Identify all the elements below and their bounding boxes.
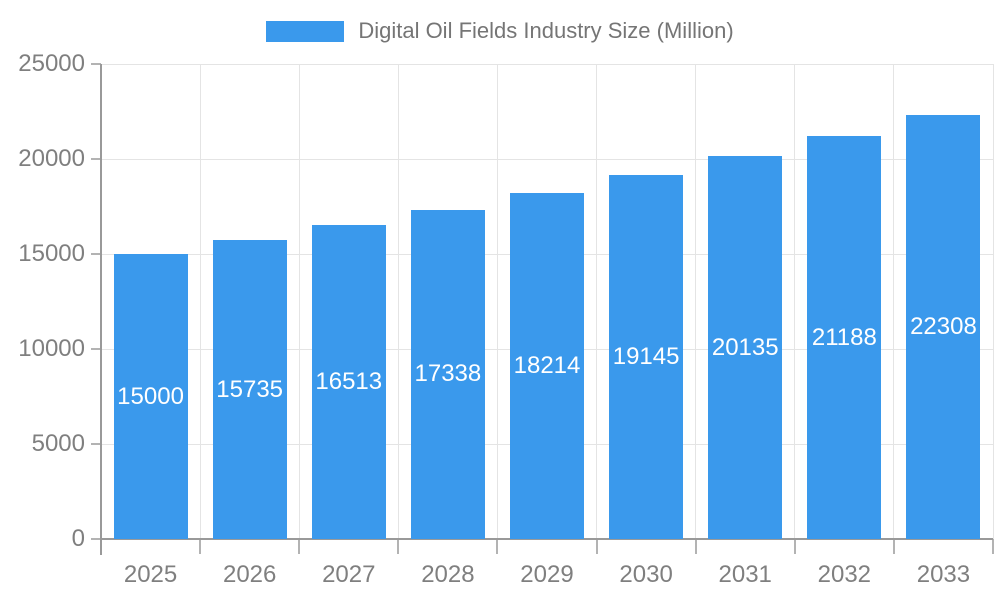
bar [410,209,485,539]
y-tick [91,538,101,540]
x-tick [397,539,400,554]
y-tick-label: 5000 [31,430,85,457]
bar-value-label: 16513 [315,368,383,396]
y-tick-label: 15000 [18,240,85,267]
bar-value-label: 19145 [612,343,680,371]
bar [311,225,386,539]
category-gridline [893,64,895,539]
category-gridline [397,64,399,539]
y-tick [91,158,101,160]
category-gridline [992,64,994,539]
bar [212,240,287,539]
x-tick [694,539,697,554]
legend[interactable]: Digital Oil Fields Industry Size (Millio… [0,18,1000,44]
bar-value-label: 17338 [414,360,482,388]
bar-value-label: 15735 [216,375,284,403]
x-tick-label: 2031 [718,561,772,588]
bar-value-label: 21188 [811,323,877,351]
x-tick [199,539,202,554]
x-tick-label: 2033 [916,561,971,588]
bar [609,175,684,539]
x-tick [496,539,499,554]
x-tick [892,539,895,554]
bar [807,136,882,539]
y-tick-label: 0 [71,525,85,552]
x-tick-label: 2032 [817,561,872,588]
x-tick-label: 2025 [123,561,178,588]
bar-value-label: 20135 [711,333,779,361]
bar-value-label: 15000 [117,382,184,410]
bar [113,254,188,539]
y-axis-line [100,64,102,555]
x-tick [595,539,598,554]
bar-value-label: 18214 [513,351,581,379]
bar [510,192,584,539]
x-tick [298,539,301,554]
category-gridline [794,64,796,539]
bar [906,115,981,539]
y-tick [91,348,101,350]
legend-swatch[interactable] [266,20,345,42]
x-tick-label: 2029 [520,561,574,588]
y-tick [91,63,101,65]
bar [708,156,783,539]
category-gridline [298,64,300,539]
x-tick-label: 2028 [421,561,475,588]
x-tick-label: 2027 [322,561,376,588]
category-gridline [596,64,598,539]
bar-value-label: 22308 [910,313,977,341]
category-gridline [496,64,498,539]
category-gridline [695,64,697,539]
y-tick-label: 20000 [18,145,85,172]
x-tick-label: 2026 [222,561,277,588]
y-tick-label: 25000 [18,50,85,77]
y-gridline [101,158,993,160]
y-tick [91,253,101,255]
x-axis-line [100,538,993,540]
y-tick-label: 10000 [18,335,85,362]
category-gridline [199,64,201,539]
legend-label: Digital Oil Fields Industry Size (Millio… [358,18,734,43]
y-gridline [101,63,993,65]
x-tick [793,539,796,554]
x-tick-label: 2030 [619,561,673,588]
y-tick [91,443,101,445]
x-tick [992,539,994,554]
